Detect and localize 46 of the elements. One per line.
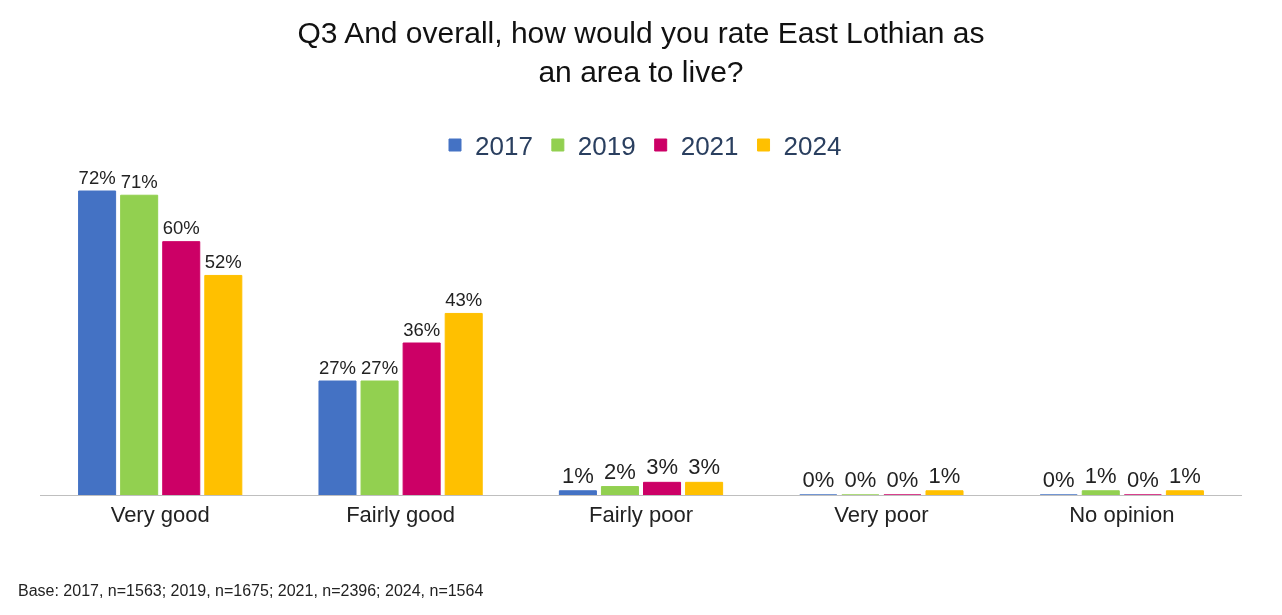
x-tick-label: No opinion	[1069, 502, 1175, 528]
data-label: 0%	[802, 467, 835, 492]
data-label: 71%	[120, 171, 158, 193]
data-label: 43%	[445, 289, 483, 311]
bar	[204, 274, 243, 495]
legend-label: 2019	[577, 131, 636, 162]
x-tick-label: Fairly good	[346, 502, 456, 528]
data-label: 0%	[1042, 467, 1075, 492]
legend-label: 2024	[783, 131, 842, 162]
data-label: 0%	[1126, 467, 1159, 492]
text: Base: 2017, n=1563; 2019, n=1675; 2021, n=2396; 2024, n=1564	[18, 582, 484, 599]
bar	[685, 481, 724, 495]
bar	[600, 486, 639, 495]
data-label: 52%	[204, 251, 242, 273]
legend-label: 2021	[680, 131, 739, 162]
bar	[558, 490, 597, 495]
bar	[78, 190, 117, 495]
bar	[162, 241, 201, 495]
x-tick-label: Fairly poor	[589, 502, 693, 528]
bar	[1081, 490, 1120, 495]
data-label: 1%	[928, 462, 961, 488]
data-label: 60%	[162, 217, 200, 239]
data-label: 27%	[318, 356, 356, 378]
bar	[360, 380, 399, 495]
legend-label: 2017	[475, 131, 533, 162]
data-label: 1%	[562, 462, 594, 488]
bar	[925, 490, 964, 495]
data-label: 72%	[78, 166, 116, 188]
x-tick-label: Very poor	[834, 502, 929, 528]
bar	[643, 481, 682, 495]
chart-title: Q3 And overall, how would you rate East Lothian as an area to live?	[297, 16, 985, 89]
bar	[120, 194, 159, 495]
data-label: 0%	[886, 467, 919, 492]
x-tick-label: Very good	[110, 502, 210, 528]
data-label: 36%	[403, 318, 441, 340]
bar	[444, 312, 483, 495]
data-label: 3%	[688, 454, 720, 480]
data-label: 27%	[361, 356, 399, 378]
data-label: 1%	[1084, 462, 1117, 488]
bar	[318, 380, 357, 495]
bar	[1165, 490, 1204, 495]
data-label: 0%	[844, 467, 877, 492]
data-label: 2%	[604, 458, 636, 484]
bar	[402, 342, 441, 495]
data-label: 1%	[1169, 462, 1201, 488]
data-label: 3%	[646, 454, 678, 480]
